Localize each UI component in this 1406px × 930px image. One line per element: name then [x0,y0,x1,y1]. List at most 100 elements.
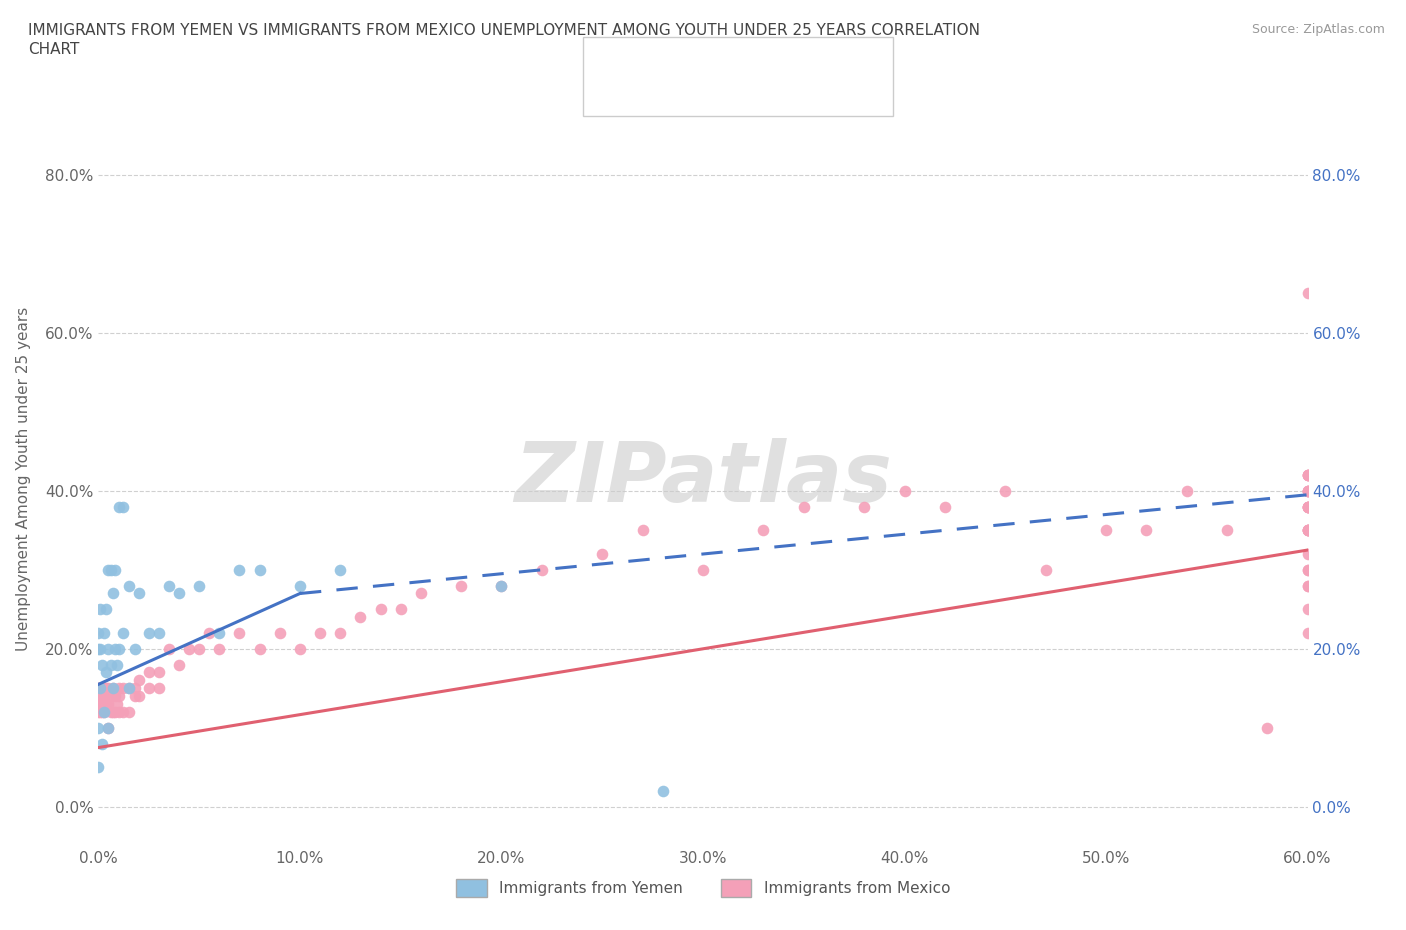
Text: ■: ■ [600,90,617,108]
Point [1296,484,1319,498]
Point [100,705,122,720]
Point [93,705,115,720]
Point [631,523,654,538]
Point [1296,626,1319,641]
Point [128,673,150,688]
Point [198,626,221,641]
Point [1296,547,1319,562]
Point [105,697,128,711]
Point [409,586,432,601]
Point [96,665,118,680]
Point [89,602,111,617]
Point [111,499,134,514]
Point [100,689,122,704]
Point [97,563,120,578]
Point [93,705,115,720]
Point [138,681,160,696]
Point [87,689,110,704]
Point [1296,484,1319,498]
Point [249,642,271,657]
Point [87,689,110,704]
Point [107,689,129,704]
Point [1296,523,1319,538]
Point [1296,484,1319,498]
Point [288,578,311,593]
Point [128,586,150,601]
Point [138,665,160,680]
Point [1216,523,1239,538]
Point [179,642,201,657]
Point [105,658,128,672]
Point [1135,523,1157,538]
Point [103,689,125,704]
Point [97,721,120,736]
Point [107,705,129,720]
Point [103,563,125,578]
Point [288,642,311,657]
Point [148,681,170,696]
Point [87,760,110,775]
Text: Source: ZipAtlas.com: Source: ZipAtlas.com [1251,23,1385,36]
Point [249,563,271,578]
Point [1296,499,1319,514]
Point [1296,499,1319,514]
Point [1296,563,1319,578]
Point [370,602,392,617]
Point [1095,523,1118,538]
Point [329,626,352,641]
Point [692,563,714,578]
Point [1256,721,1278,736]
Point [1035,563,1057,578]
Point [793,499,815,514]
Point [107,681,129,696]
Point [188,578,211,593]
Point [1296,484,1319,498]
Point [752,523,775,538]
Point [103,642,125,657]
Point [389,602,412,617]
Point [1296,563,1319,578]
Point [124,689,146,704]
Point [87,681,110,696]
Point [138,626,160,641]
Point [87,642,110,657]
Y-axis label: Unemployment Among Youth under 25 years: Unemployment Among Youth under 25 years [17,307,31,651]
Point [87,681,110,696]
Text: ■: ■ [600,52,617,70]
Point [167,658,190,672]
Point [89,681,111,696]
Point [934,499,956,514]
Point [111,705,134,720]
Point [1296,468,1319,483]
Point [1175,484,1198,498]
Point [1296,499,1319,514]
Point [1296,523,1319,538]
Point [309,626,332,641]
Point [87,626,110,641]
Point [450,578,472,593]
Point [93,689,115,704]
Point [853,499,876,514]
Point [228,563,250,578]
Point [111,681,134,696]
Point [96,697,118,711]
Point [107,642,129,657]
Point [1296,468,1319,483]
Text: R = 0.215: R = 0.215 [643,52,725,70]
Point [89,681,111,696]
Point [118,681,141,696]
Point [1296,602,1319,617]
Text: N =  43: N = 43 [766,52,830,70]
Point [148,626,170,641]
Point [101,705,124,720]
Point [188,642,211,657]
Point [89,642,111,657]
Point [1296,468,1319,483]
Point [329,563,352,578]
Point [87,681,110,696]
Point [1296,523,1319,538]
Point [96,602,118,617]
Point [148,665,170,680]
Point [91,681,114,696]
Point [100,658,122,672]
